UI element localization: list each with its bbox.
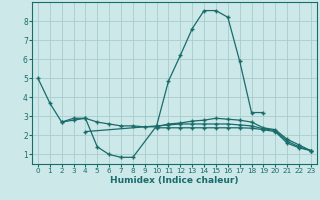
X-axis label: Humidex (Indice chaleur): Humidex (Indice chaleur) xyxy=(110,176,239,185)
